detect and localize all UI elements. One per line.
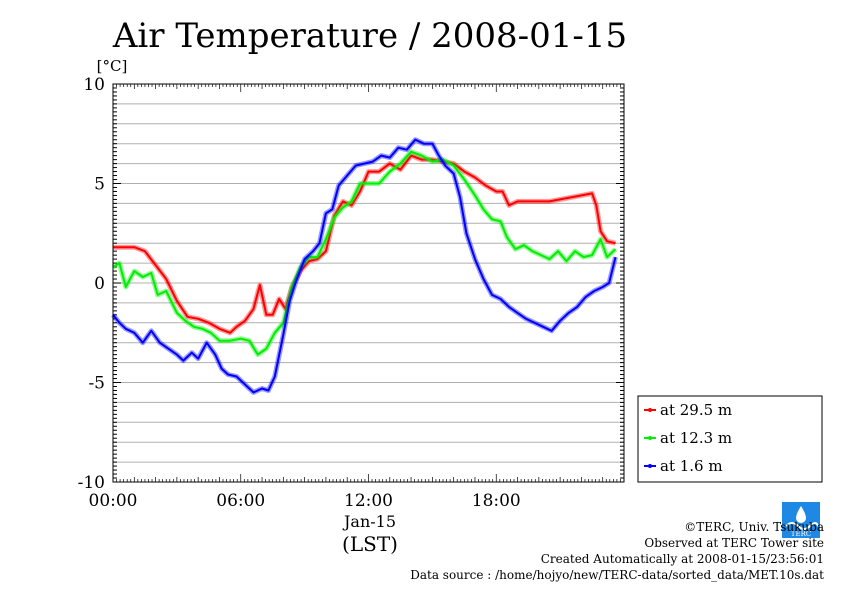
created-timestamp-text: Created Automatically at 2008-01-15/23:5… (540, 552, 824, 566)
legend-label-0: at 29.5 m (660, 401, 732, 419)
legend: at 29.5 m at 12.3 m at 1.6 m (637, 395, 823, 483)
chart-title: Air Temperature / 2008-01-15 (112, 16, 627, 56)
legend-marker-1 (648, 436, 652, 440)
legend-label-2: at 1.6 m (660, 457, 723, 475)
x-tick-label: 06:00 (216, 491, 265, 511)
copyright-text: ©TERC, Univ. Tsukuba (684, 520, 824, 534)
y-tick-label: 10 (83, 75, 105, 95)
x-axis-label: (LST) (342, 532, 398, 556)
series-line-0 (113, 154, 616, 334)
series-line-2 (112, 138, 617, 394)
terc-logo-text: TERC (791, 530, 811, 538)
y-tick-label: -10 (78, 473, 105, 493)
x-tick-label: 12:00 (344, 491, 393, 511)
y-tick-label: 5 (94, 175, 105, 195)
x-tick-label: 00:00 (89, 491, 138, 511)
terc-logo-wave-icon (785, 522, 819, 530)
terc-logo: TERC (782, 502, 820, 538)
grid-lines (112, 83, 625, 483)
x-tick-label: 18:00 (472, 491, 521, 511)
data-source-text: Data source : /home/hojyo/new/TERC-data/… (410, 568, 824, 582)
legend-marker-0 (648, 408, 652, 412)
y-tick-label: 0 (94, 274, 105, 294)
plot-frame (112, 83, 625, 483)
legend-box (637, 395, 823, 483)
x-axis-date-label: Jan-15 (342, 512, 396, 531)
x-tick-labels: 00:00 06:00 12:00 18:00 (89, 491, 521, 511)
terc-logo-drop-icon (796, 506, 806, 523)
y-axis-unit-label: [°C] (97, 57, 128, 75)
legend-label-1: at 12.3 m (660, 429, 732, 447)
y-tick-label: -5 (88, 374, 105, 394)
series-line-1 (112, 150, 617, 356)
legend-marker-2 (648, 464, 652, 468)
series-lines (111, 137, 618, 395)
observation-site-text: Observed at TERC Tower site (644, 536, 824, 550)
y-tick-labels: 10 5 0 -5 -10 (78, 75, 105, 493)
credits-block: ©TERC, Univ. Tsukuba Observed at TERC To… (410, 519, 824, 583)
